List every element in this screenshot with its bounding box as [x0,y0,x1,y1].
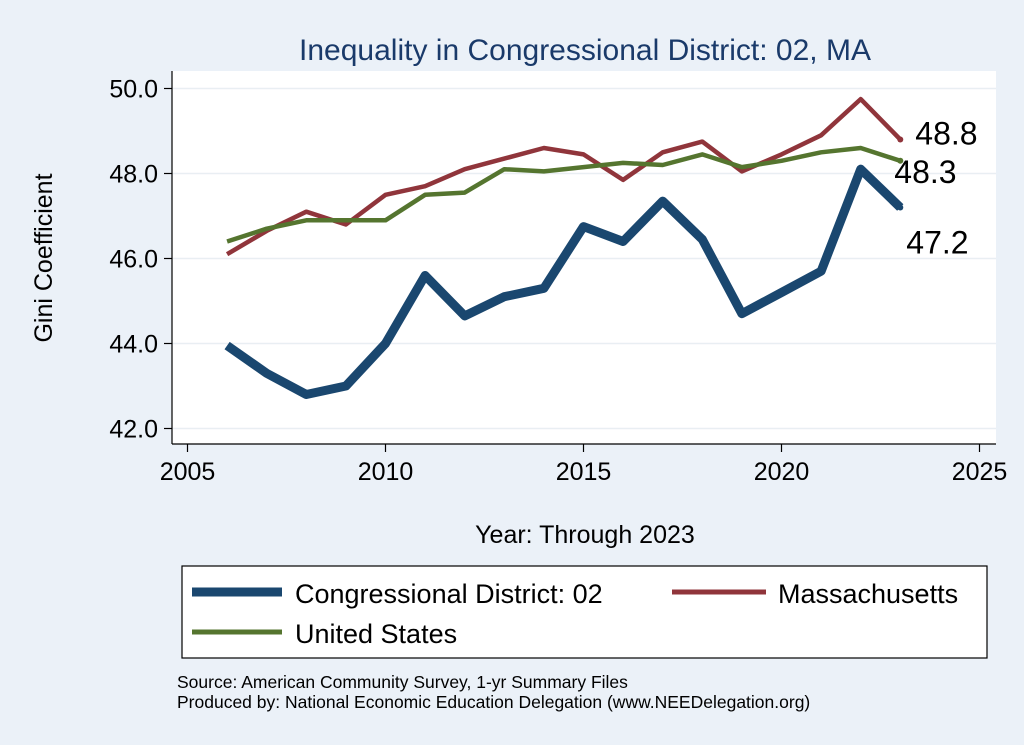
end-value-label: 48.8 [915,116,977,152]
series-lines [224,96,904,399]
y-tick-label: 48.0 [109,161,158,189]
end-value-label: 48.3 [894,154,956,190]
y-tick-label: 42.0 [109,416,158,444]
producer-note: Produced by: National Economic Education… [177,692,810,712]
legend-box [181,565,988,659]
legend-label: Congressional District: 02 [295,579,603,609]
legend-label: Massachusetts [778,579,958,609]
y-axis-label: Gini Coefficient [30,173,58,342]
x-tick-label: 2025 [952,458,1008,486]
x-tick-label: 2015 [556,458,612,486]
plot-area [172,71,996,444]
x-tick-label: 2005 [160,458,216,486]
chart-title: Inequality in Congressional District: 02… [299,34,871,67]
series-line [226,145,901,244]
x-tick-label: 2020 [754,458,810,486]
x-axis-label: Year: Through 2023 [475,521,695,549]
end-value-label: 47.2 [906,225,968,261]
y-tick-label: 50.0 [109,76,158,104]
end-marker [897,204,904,211]
axes: 42.0 44.0 46.0 48.0 50.0 2005 2010 2015 2020 2025 [109,71,1007,486]
end-labels: 47.2 48.848.3 [894,116,977,261]
legend: Congressional District: 02 Massachusetts U… [181,565,988,659]
x-tick-label: 2010 [358,458,414,486]
y-tick-label: 46.0 [109,246,158,274]
source-note: Source: American Community Survey, 1-yr … [177,672,628,692]
end-marker [897,157,904,164]
y-tick-label: 44.0 [109,331,158,359]
legend-label: United States [295,619,457,649]
series-line [224,164,904,399]
end-marker [897,136,904,143]
